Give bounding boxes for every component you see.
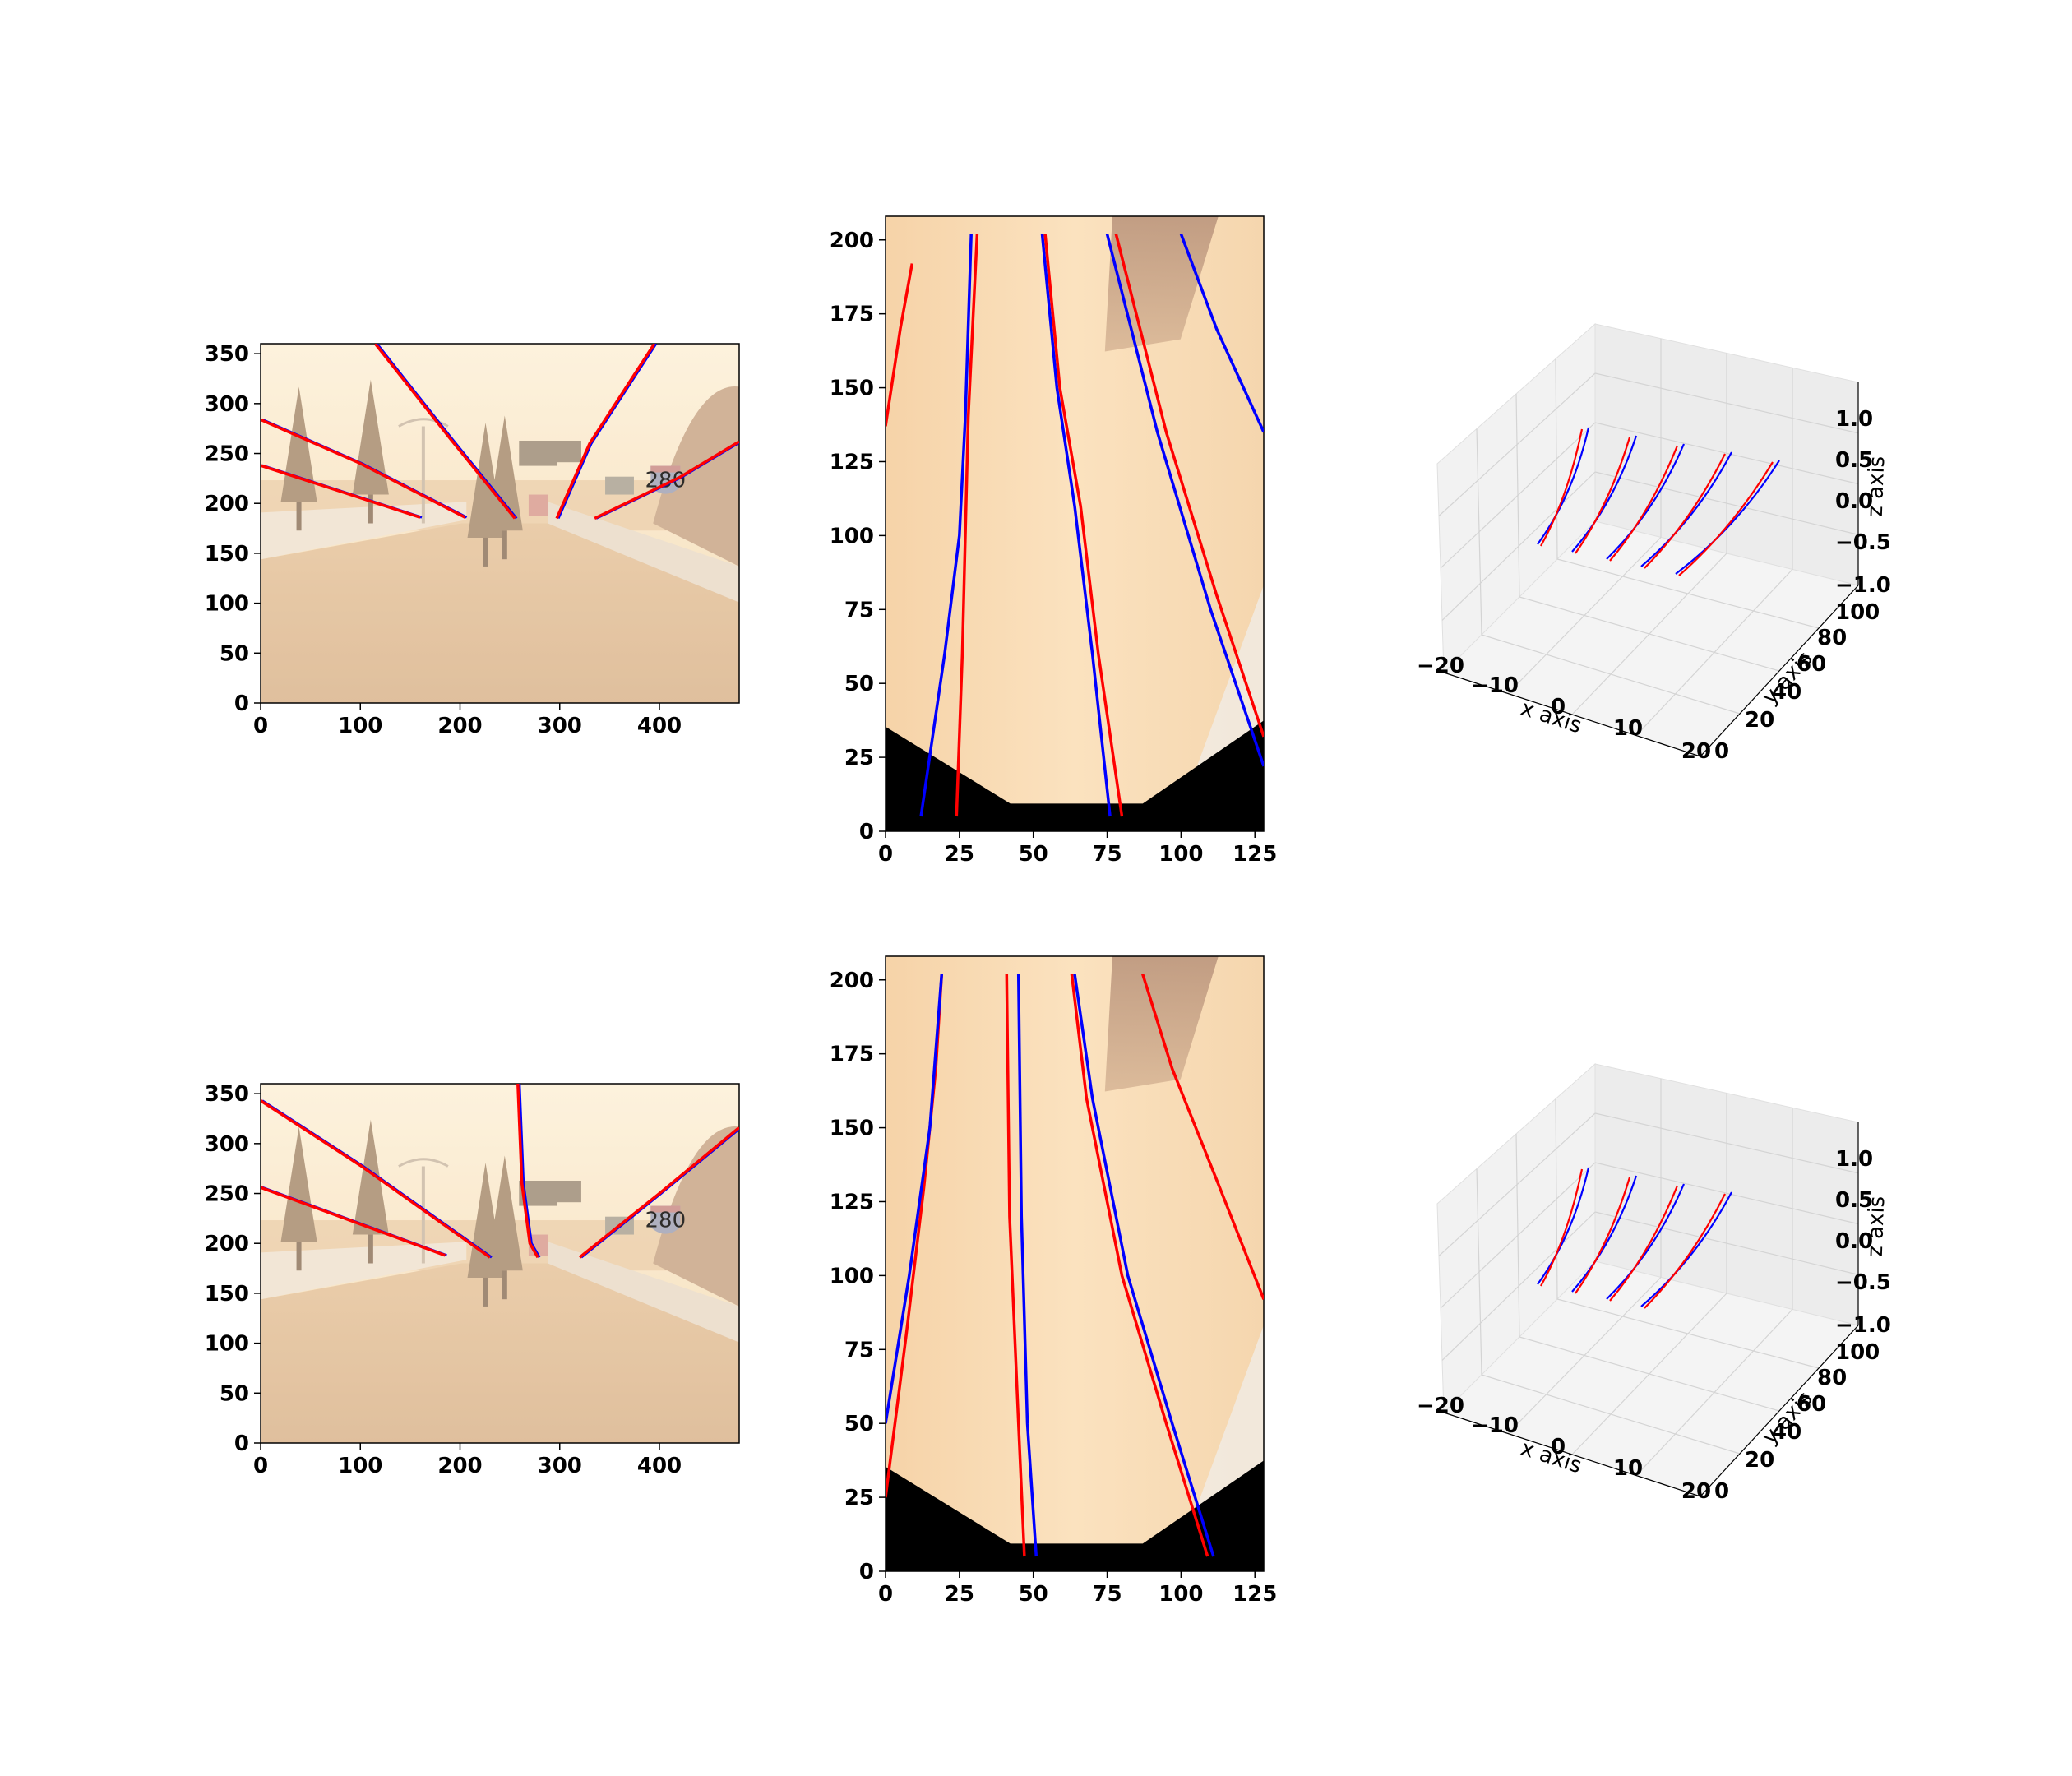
y-tick-label: 350 bbox=[205, 1082, 249, 1107]
x-tick-label: 300 bbox=[538, 714, 582, 738]
y-tick-label: 50 bbox=[220, 1381, 249, 1406]
y-tick-label: 0 bbox=[1714, 739, 1729, 764]
y-tick-label: 100 bbox=[205, 592, 249, 617]
x-tick-label: 125 bbox=[1233, 1582, 1277, 1607]
y-tick-label: 25 bbox=[844, 746, 874, 770]
haze bbox=[261, 344, 739, 703]
y-tick-label: 50 bbox=[844, 672, 874, 696]
x-tick-label: −10 bbox=[1471, 673, 1519, 698]
y-tick-label: 100 bbox=[1835, 1340, 1880, 1365]
x-tick-label: 25 bbox=[945, 842, 974, 867]
x-tick-label: 400 bbox=[637, 1454, 682, 1478]
y-tick-label: 250 bbox=[205, 1182, 249, 1207]
x-tick-label: 10 bbox=[1613, 1456, 1643, 1481]
y-tick-label: 150 bbox=[205, 1282, 249, 1307]
z-axis-label: z axis bbox=[1863, 1196, 1890, 1257]
y-tick-label: 200 bbox=[830, 229, 874, 253]
x-tick-label: −20 bbox=[1417, 654, 1464, 678]
x-tick-label: 50 bbox=[1019, 1582, 1048, 1607]
z-tick-label: 1.0 bbox=[1835, 407, 1873, 432]
y-tick-label: 50 bbox=[844, 1412, 874, 1436]
haze bbox=[261, 1084, 739, 1443]
top-view-panel: 0 25 50 75 100 125 0 25 50 75 100 125 150 175 200 bbox=[830, 956, 1278, 1607]
camera-view-panel: 280 0 100 200 300 400 0 50 100 150 200 250 300 350 bbox=[205, 1082, 741, 1478]
y-tick-label: 300 bbox=[205, 1132, 249, 1157]
x-tick-label: 100 bbox=[338, 1454, 382, 1478]
y-tick-label: 200 bbox=[830, 969, 874, 993]
top-view-image bbox=[886, 956, 1264, 1571]
x-tick-label: −10 bbox=[1471, 1413, 1519, 1438]
y-tick-label: 100 bbox=[830, 1264, 874, 1288]
camera-image: 280 bbox=[261, 344, 739, 703]
camera-view-panel: 280 0 100 200 300 400 0 50 100 150 200 250 300 350 bbox=[205, 342, 741, 738]
x-tick-label: 75 bbox=[1092, 1582, 1122, 1607]
x-tick-label: 100 bbox=[1159, 842, 1203, 867]
y-tick-label: 125 bbox=[830, 1190, 874, 1214]
y-tick-label: 250 bbox=[205, 442, 249, 467]
y-tick-label: 0 bbox=[234, 1431, 249, 1456]
x-tick-label: 100 bbox=[1159, 1582, 1203, 1607]
y-tick-label: 25 bbox=[844, 1486, 874, 1510]
y-tick-label: 75 bbox=[844, 598, 874, 622]
x-tick-label: 75 bbox=[1092, 842, 1122, 867]
camera-image: 280 bbox=[261, 1084, 739, 1443]
top-view-image bbox=[886, 216, 1264, 831]
z-tick-label: −0.5 bbox=[1835, 530, 1891, 555]
x-tick-label: 0 bbox=[253, 714, 268, 738]
y-tick-label: 0 bbox=[859, 1560, 874, 1584]
x-tick-label: 20 bbox=[1681, 739, 1711, 764]
x-tick-label: 0 bbox=[878, 1582, 893, 1607]
x-tick-label: 200 bbox=[437, 714, 482, 738]
y-tick-label: 125 bbox=[830, 450, 874, 474]
y-tick-label: 200 bbox=[205, 1232, 249, 1256]
y-tick-label: 300 bbox=[205, 392, 249, 417]
y-tick-label: 75 bbox=[844, 1338, 874, 1362]
z-tick-label: −1.0 bbox=[1835, 573, 1891, 598]
x-tick-label: 20 bbox=[1681, 1479, 1711, 1504]
y-tick-label: 175 bbox=[830, 1043, 874, 1067]
y-tick-label: 100 bbox=[1835, 600, 1880, 625]
y-tick-label: 100 bbox=[830, 524, 874, 548]
z-axis-label: z axis bbox=[1863, 456, 1890, 517]
y-tick-label: 80 bbox=[1817, 1366, 1847, 1390]
x-tick-label: 0 bbox=[253, 1454, 268, 1478]
x-tick-label: 10 bbox=[1613, 716, 1643, 741]
y-tick-label: 100 bbox=[205, 1332, 249, 1357]
z-tick-label: 1.0 bbox=[1835, 1147, 1873, 1172]
z-tick-label: −1.0 bbox=[1835, 1313, 1891, 1338]
x-tick-label: 100 bbox=[338, 714, 382, 738]
y-tick-label: 0 bbox=[1714, 1479, 1729, 1504]
y-tick-label: 80 bbox=[1817, 626, 1847, 650]
top-view-panel: 0 25 50 75 100 125 0 25 50 75 100 125 150 175 200 bbox=[830, 216, 1278, 867]
y-tick-label: 350 bbox=[205, 342, 249, 367]
x-tick-label: 200 bbox=[437, 1454, 482, 1478]
x-tick-label: 25 bbox=[945, 1582, 974, 1607]
y-tick-label: 150 bbox=[830, 377, 874, 401]
y-tick-label: 175 bbox=[830, 303, 874, 327]
y-tick-label: 20 bbox=[1745, 708, 1774, 733]
y-tick-label: 50 bbox=[220, 641, 249, 666]
y-tick-label: 0 bbox=[859, 820, 874, 844]
x-tick-label: 0 bbox=[878, 842, 893, 867]
x-tick-label: 400 bbox=[637, 714, 682, 738]
y-tick-label: 200 bbox=[205, 492, 249, 516]
x-tick-label: 50 bbox=[1019, 842, 1048, 867]
y-tick-label: 0 bbox=[234, 691, 249, 716]
x-tick-label: −20 bbox=[1417, 1394, 1464, 1418]
y-tick-label: 20 bbox=[1745, 1448, 1774, 1473]
z-tick-label: −0.5 bbox=[1835, 1270, 1891, 1295]
y-tick-label: 150 bbox=[830, 1117, 874, 1141]
x-tick-label: 300 bbox=[538, 1454, 582, 1478]
x-tick-label: 125 bbox=[1233, 842, 1277, 867]
y-tick-label: 150 bbox=[205, 542, 249, 567]
